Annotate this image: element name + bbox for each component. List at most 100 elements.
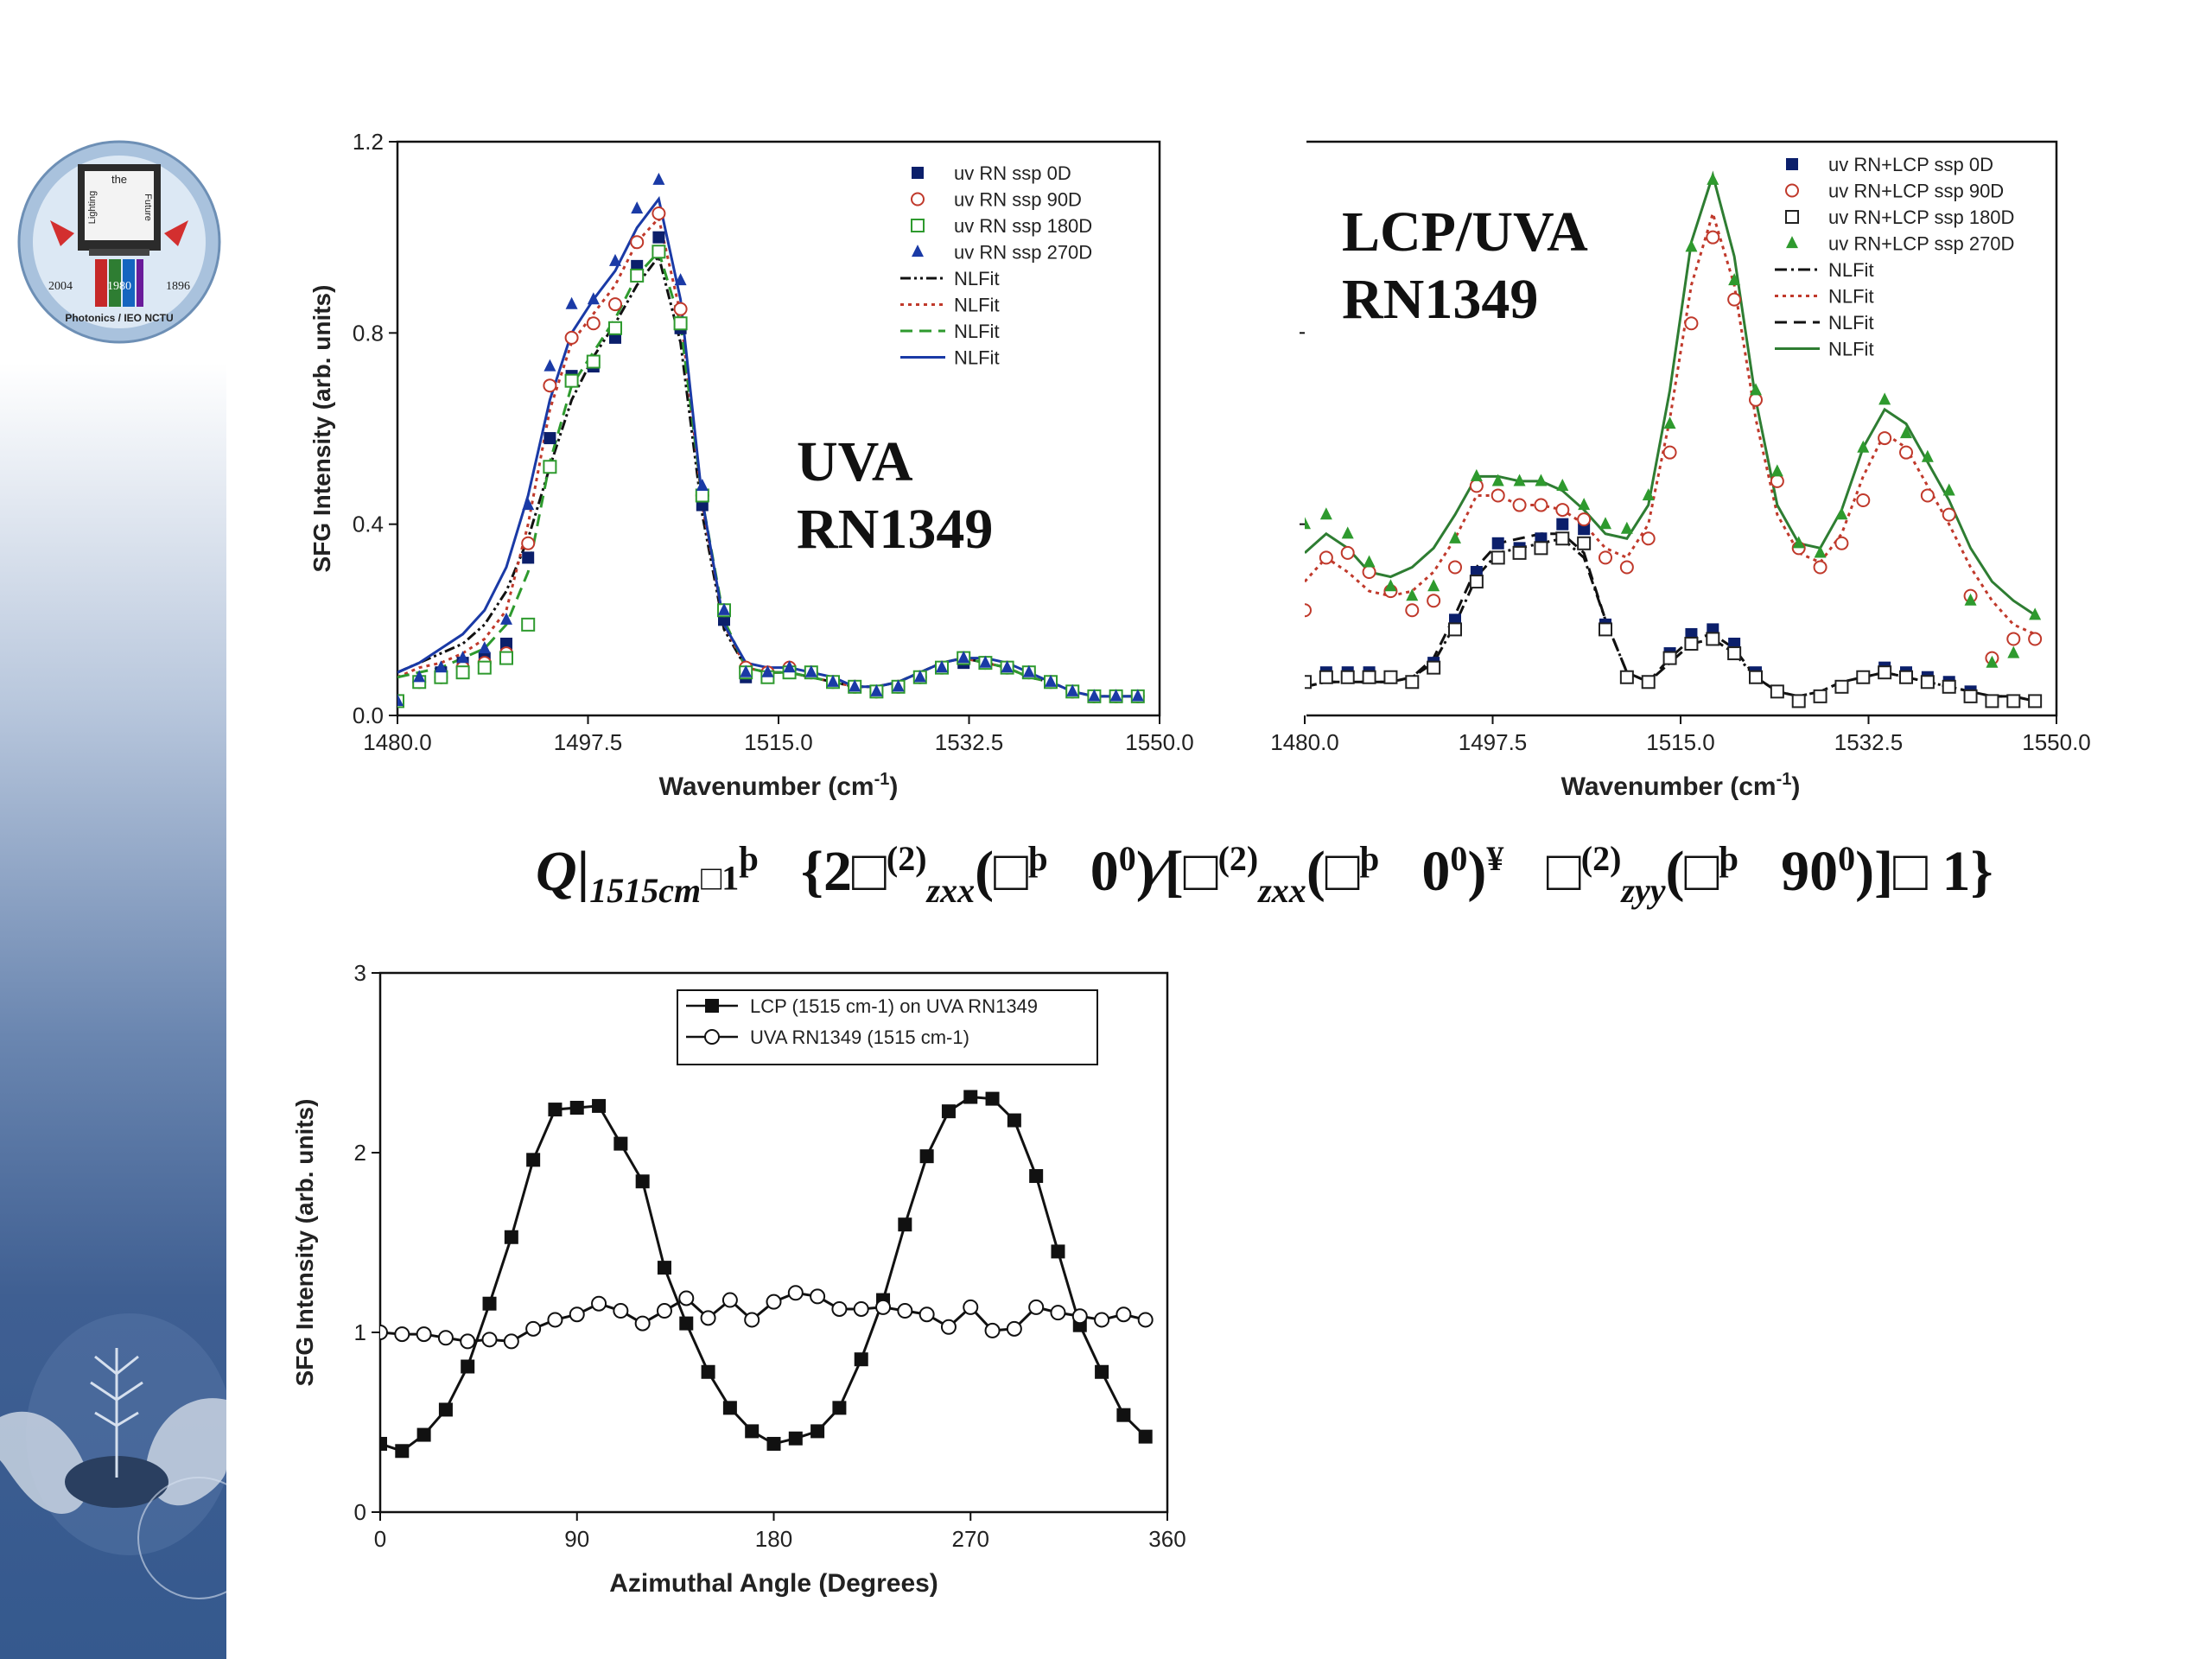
data-point [941, 1104, 956, 1119]
data-point [695, 488, 709, 503]
data-point [1427, 660, 1441, 675]
logo-year-mid: 1980 [107, 280, 131, 293]
data-point [1577, 512, 1592, 527]
data-point [564, 373, 579, 388]
eq-phi3: □ [1684, 840, 1719, 903]
data-point [608, 321, 622, 335]
data-point [1792, 536, 1805, 549]
uva-spectrum-chart: 1480.0 1497.5 1515.0 1532.5 1550.0 0.0 0.4 0.8 1… [308, 129, 1194, 801]
data-point [985, 1091, 1000, 1106]
data-point [1555, 531, 1570, 546]
data-point [849, 679, 861, 692]
x-tick-label: 1532.5 [935, 729, 1004, 755]
plot-area [380, 1090, 1154, 1459]
data-point [1964, 593, 1977, 606]
uva-label-line1: UVA [797, 430, 913, 493]
data-point [1001, 660, 1014, 673]
data-point [630, 235, 645, 250]
data-point [875, 1299, 892, 1315]
logo-text-right: Future [143, 194, 153, 221]
x-tick-label: 1497.5 [554, 729, 623, 755]
data-point [438, 1402, 453, 1417]
data-point [1750, 383, 1762, 396]
data-point [1770, 464, 1783, 477]
data-point [482, 1296, 497, 1311]
uva-label-line2: RN1349 [797, 498, 994, 561]
data-point [1071, 1308, 1088, 1325]
eq-end: 1} [1927, 840, 1993, 903]
data-point [1319, 550, 1333, 565]
data-point [1491, 550, 1505, 565]
data-point [1305, 517, 1311, 530]
data-point [740, 664, 753, 677]
data-point [1599, 517, 1611, 530]
legend-marker [1786, 236, 1798, 249]
x-tick-label: 180 [755, 1526, 792, 1552]
data-point [1427, 579, 1440, 592]
data-point [1707, 172, 1719, 185]
data-point [810, 1288, 826, 1305]
data-point [586, 316, 601, 331]
legend-label: uv RN+LCP ssp 90D [1828, 181, 2004, 202]
data-point [1449, 531, 1461, 543]
x-tick-label: 1515.0 [744, 729, 813, 755]
data-point [1662, 445, 1677, 460]
data-point [504, 1230, 518, 1244]
legend-marker [911, 219, 925, 232]
data-point [892, 679, 905, 692]
eq-q-sup: þ [739, 839, 759, 878]
data-point [565, 296, 578, 309]
legend-label: uv RN+LCP ssp 270D [1828, 233, 2014, 255]
data-point [587, 292, 600, 305]
data-point [1022, 664, 1035, 677]
legend-marker [1785, 183, 1799, 198]
legend-box [677, 989, 1098, 1065]
data-point [1405, 675, 1420, 690]
data-point [1131, 689, 1144, 702]
university-logo-icon: the Lighting Future 2004 1980 1896 Photo… [17, 140, 221, 344]
data-point [1834, 679, 1849, 694]
x-tick-label: 360 [1148, 1526, 1185, 1552]
data-point [1406, 588, 1419, 601]
legend-marker [1785, 210, 1799, 224]
data-point [783, 660, 796, 673]
legend-label: uv RN+LCP ssp 180D [1828, 207, 2014, 228]
data-point [1491, 488, 1505, 503]
eq-deg2: 0 [1450, 839, 1468, 878]
legend: LCP (1515 cm-1) on UVA RN1349 UVA RN1349 … [677, 989, 1098, 1065]
data-point [1878, 431, 1892, 446]
data-point [569, 1306, 585, 1323]
data-point [543, 460, 557, 474]
data-point [435, 660, 448, 673]
data-point [1921, 449, 1934, 462]
eq-minus: □ [1893, 840, 1928, 903]
data-point [460, 1333, 476, 1350]
data-point [503, 1333, 519, 1350]
legend: uv RN ssp 0D uv RN ssp 90D uv RN ssp 180D u… [900, 162, 1092, 369]
eq-chi3-sub: zyy [1621, 871, 1666, 911]
legend-marker [704, 1029, 720, 1045]
hands-holding-seedling-icon [0, 1313, 226, 1599]
legend-marker [705, 999, 719, 1013]
data-point [1878, 392, 1891, 405]
data-point [413, 670, 426, 683]
data-point [1899, 445, 1913, 460]
logo-year-right: 1896 [166, 280, 190, 293]
data-point [521, 617, 536, 632]
data-point [1878, 665, 1892, 680]
x-tick-label: 1497.5 [1459, 729, 1528, 755]
data-point [853, 1300, 869, 1317]
legend-label: NLFit [1828, 339, 1874, 360]
eq-chi2-sup: (2) [1217, 839, 1259, 878]
data-point [652, 207, 666, 220]
legend-label: NLFit [954, 321, 1000, 342]
data-point [1066, 683, 1079, 696]
logo-text-left: Lighting [87, 191, 98, 225]
data-point [1513, 474, 1526, 486]
data-point [652, 231, 665, 244]
data-point [652, 245, 666, 259]
data-point [979, 655, 992, 668]
data-point [1942, 507, 1956, 522]
legend-label: uv RN ssp 0D [954, 162, 1071, 184]
data-point [481, 1332, 498, 1348]
